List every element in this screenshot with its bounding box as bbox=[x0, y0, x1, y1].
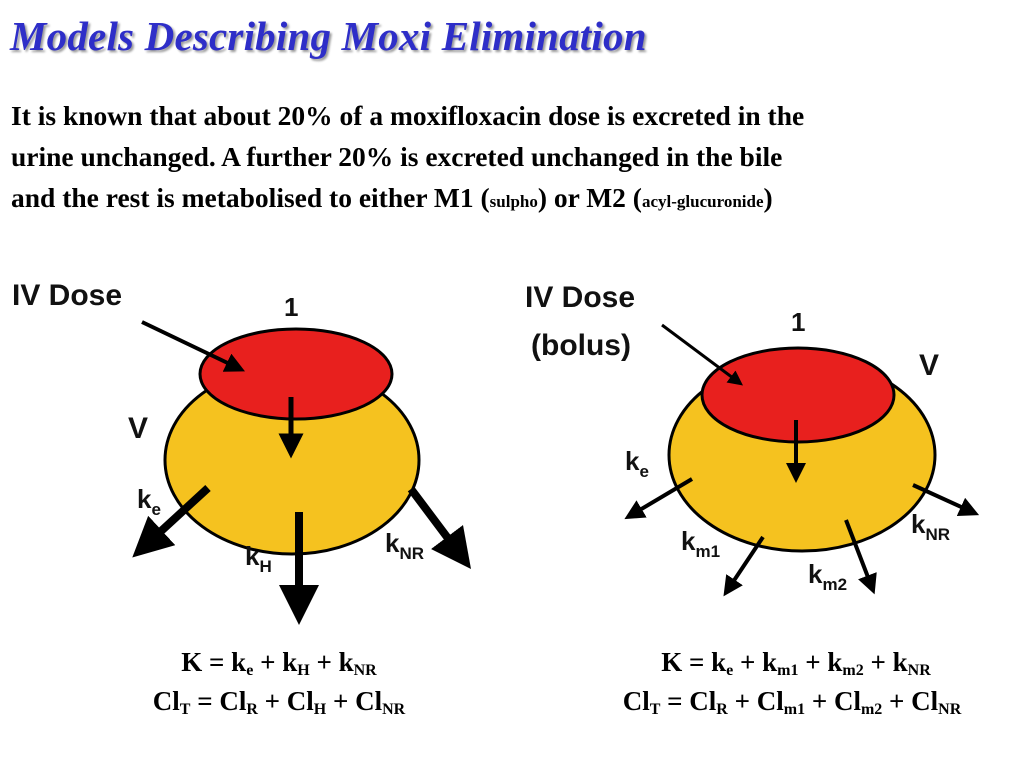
knr-label: kNR bbox=[911, 509, 950, 544]
intro-paragraph: It is known that about 20% of a moxiflox… bbox=[11, 95, 1016, 222]
compartment-1-label: 1 bbox=[284, 292, 298, 322]
knr-label: kNR bbox=[385, 528, 424, 563]
intro-line-3c: ) or M2 ( bbox=[537, 182, 642, 213]
ke-arrow bbox=[132, 485, 211, 558]
slide-title: Models Describing Moxi Elimination bbox=[10, 13, 647, 59]
compartment-1-label: 1 bbox=[791, 307, 805, 337]
kh-label: kH bbox=[245, 541, 272, 576]
central-compartment bbox=[198, 327, 394, 421]
left-clearance-equation: ClT = ClR + ClH + ClNR bbox=[152, 686, 406, 718]
dose-arrow bbox=[661, 323, 744, 386]
intro-line-2: urine unchanged. A further 20% is excret… bbox=[11, 141, 783, 172]
intro-line-3: and the rest is metabolised to either M1… bbox=[11, 177, 1016, 222]
right-model-diagram: IV Dose (bolus) 1 V ke km1 km2 kNR bbox=[525, 281, 980, 597]
m1-description: sulpho bbox=[489, 192, 538, 211]
right-rate-equation: K = ke + km1 + km2 + kNR bbox=[661, 647, 931, 679]
left-rate-equation: K = ke + kH + kNR bbox=[181, 647, 377, 679]
volume-label: V bbox=[128, 412, 148, 445]
intro-line-3a: and the rest is metabolised to either M1… bbox=[11, 182, 490, 213]
dose-arrow bbox=[141, 320, 246, 372]
iv-dose-label: IV Dose bbox=[525, 281, 635, 314]
knr-arrow bbox=[407, 486, 471, 569]
km1-label: km1 bbox=[681, 526, 720, 561]
right-clearance-equation: ClT = ClR + Clm1 + Clm2 + ClNR bbox=[622, 686, 962, 718]
knr-arrow bbox=[912, 483, 980, 516]
volume-label: V bbox=[919, 349, 939, 382]
ke-arrow bbox=[624, 477, 694, 520]
ke-label: ke bbox=[625, 446, 649, 481]
intro-line-1: It is known that about 20% of a moxiflox… bbox=[11, 100, 805, 131]
left-model-diagram: IV Dose 1 V ke kH kNR bbox=[12, 279, 471, 625]
bolus-label: (bolus) bbox=[531, 329, 631, 362]
m2-description: acyl-glucuronide bbox=[641, 192, 764, 211]
km2-arrow bbox=[844, 519, 877, 595]
iv-dose-label: IV Dose bbox=[12, 279, 122, 312]
km1-arrow bbox=[723, 535, 765, 597]
intro-line-3e: ) bbox=[763, 182, 773, 213]
km2-label: km2 bbox=[808, 559, 847, 594]
ke-label: ke bbox=[137, 484, 161, 519]
